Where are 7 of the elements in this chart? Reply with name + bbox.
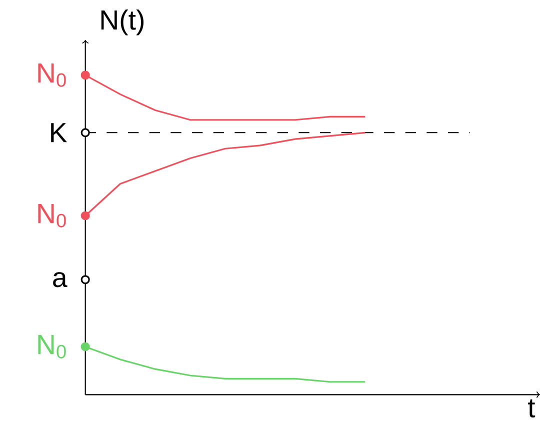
series-label: N$_{0}$ xyxy=(38,335,66,359)
y-axis-title: N(t) xyxy=(101,10,144,36)
ref-line-label: K xyxy=(51,123,67,142)
series-label: N$_{0}$ xyxy=(38,204,66,228)
series-label: N$_{0}$ xyxy=(38,64,66,87)
x-axis-title: t xyxy=(528,400,536,418)
text: a xyxy=(53,272,68,288)
